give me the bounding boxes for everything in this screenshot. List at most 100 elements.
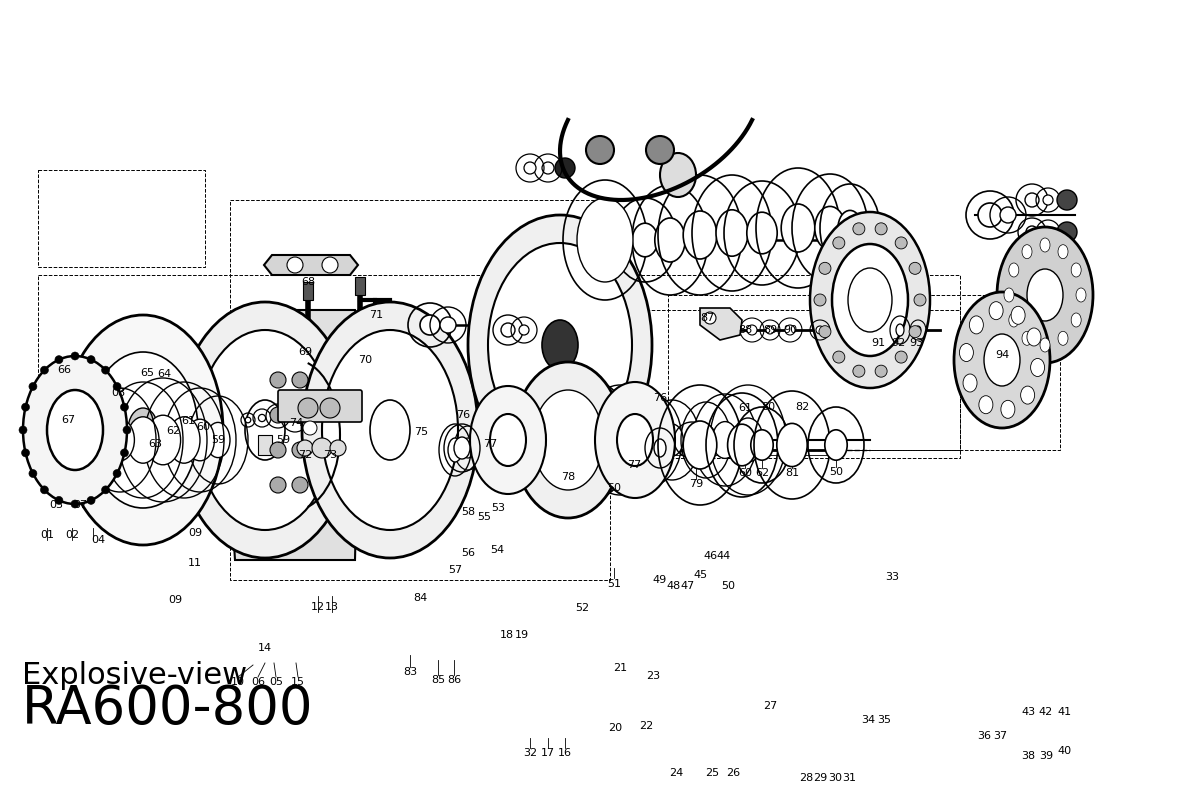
Text: 62: 62 (166, 426, 180, 436)
Ellipse shape (577, 198, 633, 282)
Text: 08: 08 (111, 388, 126, 398)
Text: 71: 71 (369, 310, 383, 320)
Text: 89: 89 (763, 325, 777, 335)
Ellipse shape (833, 351, 845, 363)
Text: 35: 35 (877, 715, 891, 725)
Ellipse shape (533, 390, 603, 490)
Text: RA600-800: RA600-800 (23, 683, 314, 735)
Ellipse shape (19, 426, 27, 434)
Text: 61: 61 (738, 403, 752, 413)
Text: 26: 26 (726, 768, 741, 778)
Text: 90: 90 (783, 325, 798, 335)
Ellipse shape (747, 212, 777, 254)
Ellipse shape (853, 365, 865, 377)
Text: 13: 13 (325, 602, 339, 612)
Ellipse shape (128, 408, 158, 452)
Ellipse shape (617, 414, 653, 466)
Text: 88: 88 (738, 325, 752, 335)
Ellipse shape (572, 414, 608, 466)
Text: 43: 43 (1021, 707, 1035, 717)
Ellipse shape (811, 212, 930, 388)
Ellipse shape (488, 243, 632, 447)
Ellipse shape (40, 366, 49, 374)
Text: 64: 64 (156, 369, 171, 379)
Text: 92: 92 (891, 338, 905, 348)
Ellipse shape (751, 430, 773, 460)
Ellipse shape (914, 294, 925, 306)
Ellipse shape (660, 153, 696, 197)
Text: 39: 39 (1039, 751, 1053, 761)
Ellipse shape (1031, 359, 1045, 377)
Ellipse shape (1008, 263, 1019, 277)
Text: 28: 28 (799, 773, 813, 783)
Ellipse shape (28, 382, 37, 390)
Text: 42: 42 (1039, 707, 1053, 717)
Text: 27: 27 (763, 701, 777, 711)
Ellipse shape (1020, 386, 1035, 404)
Ellipse shape (102, 486, 109, 494)
Text: 23: 23 (646, 671, 660, 681)
Ellipse shape (825, 430, 847, 460)
Ellipse shape (654, 439, 666, 457)
Ellipse shape (292, 442, 308, 458)
Ellipse shape (370, 400, 410, 460)
Ellipse shape (168, 417, 200, 463)
Text: 86: 86 (447, 675, 461, 685)
Ellipse shape (1057, 222, 1077, 242)
Ellipse shape (1025, 193, 1039, 207)
Ellipse shape (292, 407, 308, 423)
Ellipse shape (46, 434, 55, 446)
Text: 06: 06 (251, 677, 265, 687)
Ellipse shape (969, 316, 984, 334)
Text: 44: 44 (717, 551, 731, 561)
Ellipse shape (960, 344, 973, 362)
Text: 57: 57 (448, 565, 462, 575)
Text: 76: 76 (653, 393, 667, 403)
Ellipse shape (595, 382, 675, 498)
Ellipse shape (1027, 328, 1040, 346)
Ellipse shape (646, 136, 674, 164)
Text: 45: 45 (693, 570, 707, 580)
Text: 41: 41 (1057, 707, 1071, 717)
Text: 68: 68 (301, 277, 315, 287)
Ellipse shape (704, 312, 716, 324)
Text: 53: 53 (491, 503, 505, 513)
Polygon shape (264, 255, 358, 275)
Ellipse shape (303, 421, 318, 435)
Ellipse shape (633, 223, 658, 257)
Ellipse shape (258, 414, 265, 422)
Ellipse shape (292, 372, 308, 388)
Ellipse shape (684, 211, 717, 259)
Ellipse shape (1076, 288, 1085, 302)
Text: 77: 77 (482, 439, 498, 449)
Ellipse shape (853, 223, 865, 235)
Ellipse shape (322, 257, 338, 273)
Text: 66: 66 (57, 365, 71, 375)
Ellipse shape (206, 422, 230, 458)
Ellipse shape (127, 417, 159, 463)
Bar (258, 435, 273, 455)
Bar (303, 282, 313, 300)
Text: 50: 50 (607, 483, 621, 493)
Ellipse shape (696, 425, 716, 455)
Text: 46: 46 (703, 551, 717, 561)
Text: 85: 85 (431, 675, 446, 685)
Ellipse shape (47, 390, 103, 470)
Ellipse shape (289, 407, 301, 422)
Text: 59: 59 (276, 435, 290, 445)
Ellipse shape (661, 424, 684, 456)
Ellipse shape (96, 434, 104, 446)
Ellipse shape (1057, 190, 1077, 210)
Text: 75: 75 (414, 427, 428, 437)
Text: 60: 60 (196, 422, 210, 432)
Ellipse shape (638, 422, 662, 458)
Text: 78: 78 (561, 472, 575, 482)
Text: 49: 49 (653, 575, 667, 585)
Text: 36: 36 (976, 731, 991, 741)
Ellipse shape (146, 415, 180, 465)
Ellipse shape (40, 486, 49, 494)
Ellipse shape (915, 326, 921, 334)
Text: 80: 80 (761, 402, 775, 412)
Text: 21: 21 (613, 663, 627, 673)
Text: 14: 14 (258, 643, 273, 653)
